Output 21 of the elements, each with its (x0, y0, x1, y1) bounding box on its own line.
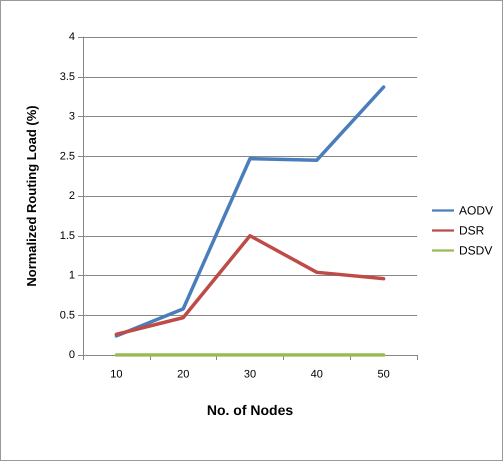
y-tick-label: 1.5 (60, 230, 75, 242)
x-tick-label: 10 (110, 368, 123, 380)
y-tick-label: 0 (68, 349, 75, 361)
x-tick-label: 20 (177, 368, 190, 380)
x-tick-label: 50 (377, 368, 390, 380)
y-tick-label: 3.5 (60, 70, 75, 83)
x-axis-title: No. of Nodes (206, 402, 294, 418)
y-tick-label: 2 (68, 190, 75, 202)
y-tick-label: 0.5 (60, 309, 75, 322)
legend-label: AODV (458, 204, 494, 218)
y-axis-title: Normalized Routing Load (%) (24, 105, 39, 287)
x-tick-label: 40 (310, 368, 323, 380)
legend-label: DSR (458, 224, 485, 238)
y-tick-label: 2.5 (60, 150, 75, 162)
x-tick-label: 30 (244, 368, 256, 380)
line-series (114, 234, 386, 336)
legend-label: DSDV (458, 244, 492, 258)
y-tick-label: 1 (68, 270, 75, 282)
line-series (114, 85, 386, 338)
y-tick-label: 4 (68, 31, 75, 43)
y-tick-label: 3 (68, 110, 75, 122)
